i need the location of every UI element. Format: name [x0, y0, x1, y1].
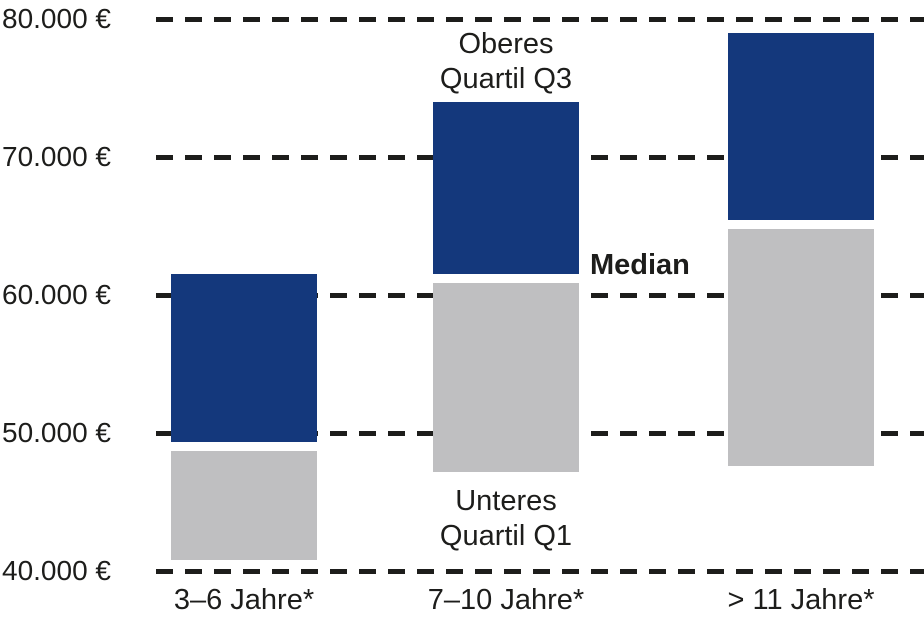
- annotation-median: Median: [590, 249, 690, 281]
- annotation-oberes-line1: Oberes: [458, 28, 554, 60]
- y-axis-tick-label-80000: 80.000 €: [2, 3, 111, 34]
- y-axis-tick-label-50000: 50.000 €: [2, 417, 111, 448]
- y-axis-tick-label-60000: 60.000 €: [2, 279, 111, 310]
- annotation-unteres-line1: Unteres: [455, 485, 557, 517]
- bar-11-jahre-lower-quartile-segment: [728, 229, 874, 466]
- x-axis-label-3-6-jahre: 3–6 Jahre*: [173, 584, 315, 616]
- bar-7-10-jahre-lower-quartile-segment: [433, 283, 579, 472]
- gridline-80000: [156, 17, 924, 22]
- x-axis-label-11-jahre: > 11 Jahre*: [727, 584, 875, 616]
- annotation-oberes-line2: Quartil Q3: [439, 63, 573, 95]
- annotation-unteres-line2: Quartil Q1: [439, 520, 573, 552]
- bar-3-6-jahre-lower-quartile-segment: [171, 451, 317, 560]
- gridline-40000: [156, 569, 924, 574]
- x-axis-label-7-10-jahre: 7–10 Jahre*: [427, 584, 585, 616]
- y-axis-tick-label-40000: 40.000 €: [2, 555, 111, 586]
- y-axis-tick-label-70000: 70.000 €: [2, 141, 111, 172]
- bar-7-10-jahre-upper-quartile-segment: [433, 102, 579, 274]
- bar-11-jahre-upper-quartile-segment: [728, 33, 874, 220]
- annotation-unteres-quartil: Unteres Quartil Q1: [386, 484, 626, 554]
- bar-3-6-jahre-upper-quartile-segment: [171, 274, 317, 442]
- annotation-oberes-quartil: Oberes Quartil Q3: [386, 27, 626, 97]
